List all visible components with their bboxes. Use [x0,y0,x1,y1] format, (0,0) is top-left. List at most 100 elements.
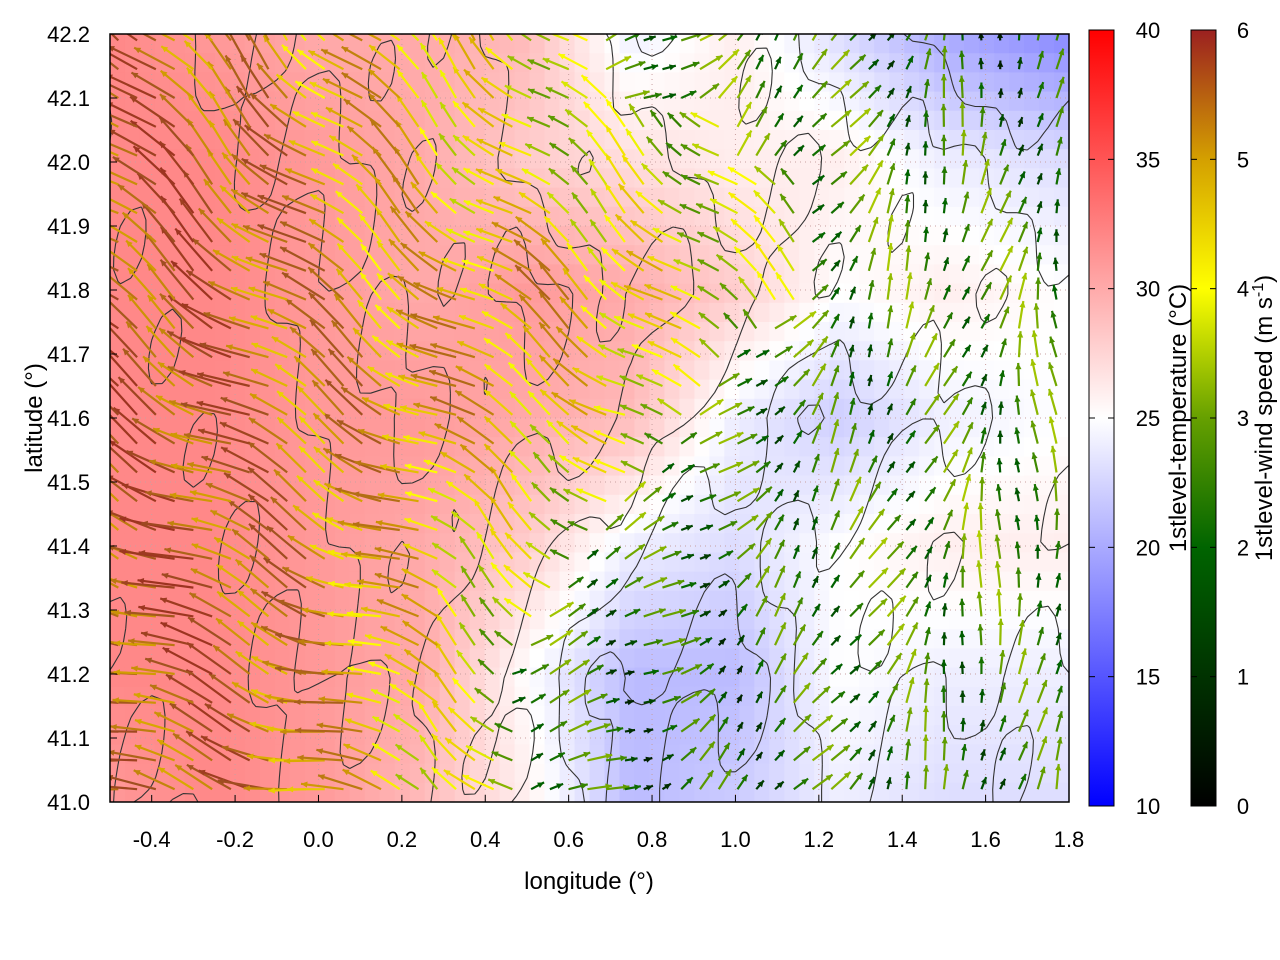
temperature-cell [154,168,171,189]
temperature-cell [544,72,561,93]
temperature-cell [1009,360,1025,381]
temperature-cell [1009,590,1025,611]
temperature-cell [859,686,875,707]
temperature-cell [844,571,860,592]
y-tick-label: 41.7 [47,342,90,367]
temperature-cell [814,648,830,669]
temperature-cell [799,667,815,688]
temperature-cell [904,110,920,131]
temperature-cell [724,629,740,649]
temperature-cell [529,456,546,477]
temperature-cell [1009,341,1025,361]
temperature-cell [829,571,845,592]
temperature-cell [694,744,710,765]
temperature-cell [544,706,561,726]
temperature-cell [259,206,276,227]
temperature-cell [184,187,201,208]
temperature-cell [724,782,740,802]
temperature-cell [844,53,860,73]
temperature-cell [844,130,860,150]
temperature-cell [829,456,845,477]
temperature-cell [1039,53,1055,73]
temperature-cell [424,360,441,381]
temperature-cell [739,571,755,592]
temperature-cell [244,763,261,784]
temperature-cell [904,706,920,726]
temperature-cell [259,34,276,54]
temperature-cell [949,744,965,765]
temperature-cell [259,72,276,93]
temperature-cell [724,533,740,553]
temperature-cell [409,91,426,112]
temperature-cell [1039,91,1055,112]
temperature-cell [634,130,651,150]
temperature-cell [1009,571,1025,592]
temperature-cell [1009,245,1025,265]
temperature-cell [649,725,666,745]
colorbar-tick-label: 0 [1237,794,1249,819]
temperature-cell [1009,667,1025,688]
temperature-cell [859,475,875,496]
temperature-cell [799,283,815,304]
temperature-cell [664,226,680,246]
temperature-cell [619,533,636,553]
temperature-cell [784,53,800,73]
temperature-cell [409,72,426,93]
temperature-cell [814,494,830,515]
temperature-cell [574,514,591,534]
temperature-cell [229,110,246,131]
temperature-cell [994,590,1010,611]
temperature-cell [349,187,366,208]
temperature-cell [619,245,636,265]
temperature-cell [439,187,456,208]
temperature-cell [439,34,456,54]
temperature-cell [1009,91,1025,112]
temperature-cell [544,130,561,150]
temperature-cell [259,302,276,323]
temperature-cell [949,264,965,285]
temperature-cell [754,72,770,93]
temperature-cell [664,533,680,553]
temperature-cell [604,187,621,208]
temperature-cell [919,206,935,227]
temperature-cell [859,187,875,208]
temperature-cell [784,245,800,265]
temperature-cell [799,149,815,169]
temperature-cell [259,706,276,726]
temperature-cell [544,226,561,246]
temperature-cell [964,91,980,112]
colorbar-tick-label: 15 [1136,665,1160,690]
temperature-cell [709,725,725,745]
y-tick-label: 41.8 [47,278,90,303]
temperature-cell [664,648,680,669]
temperature-cell [739,648,755,669]
temperature-cell [499,744,516,765]
temperature-cell [379,110,396,131]
temperature-cell [559,187,576,208]
temperature-cell [724,686,740,707]
temperature-cell [1054,744,1069,765]
temperature-cell [799,456,815,477]
temperature-cell [469,245,486,265]
temperature-cell [874,379,890,400]
temperature-colorbar: 10 15 20 25 30 35 40 1stlevel-temperature (°C) [1088,18,1192,819]
temperature-cell [979,53,995,73]
temperature-cell [394,763,411,784]
temperature-cell [214,725,231,745]
temperature-cell [679,782,695,802]
temperature-cell [994,571,1010,592]
x-axis-title: longitude (°) [524,868,654,895]
temperature-cell [559,437,576,457]
y-tick-label: 42.2 [47,22,90,47]
temperature-cell [1054,398,1069,419]
temperature-cell [814,264,830,285]
temperature-cell [154,475,171,496]
temperature-cell [799,187,815,208]
temperature-cell [664,206,680,227]
temperature-cell [979,360,995,381]
temperature-cell [1009,72,1025,93]
temperature-cell [364,341,381,361]
temperature-cell [1054,226,1069,246]
temperature-cell [274,782,291,802]
temperature-cell [1009,437,1025,457]
